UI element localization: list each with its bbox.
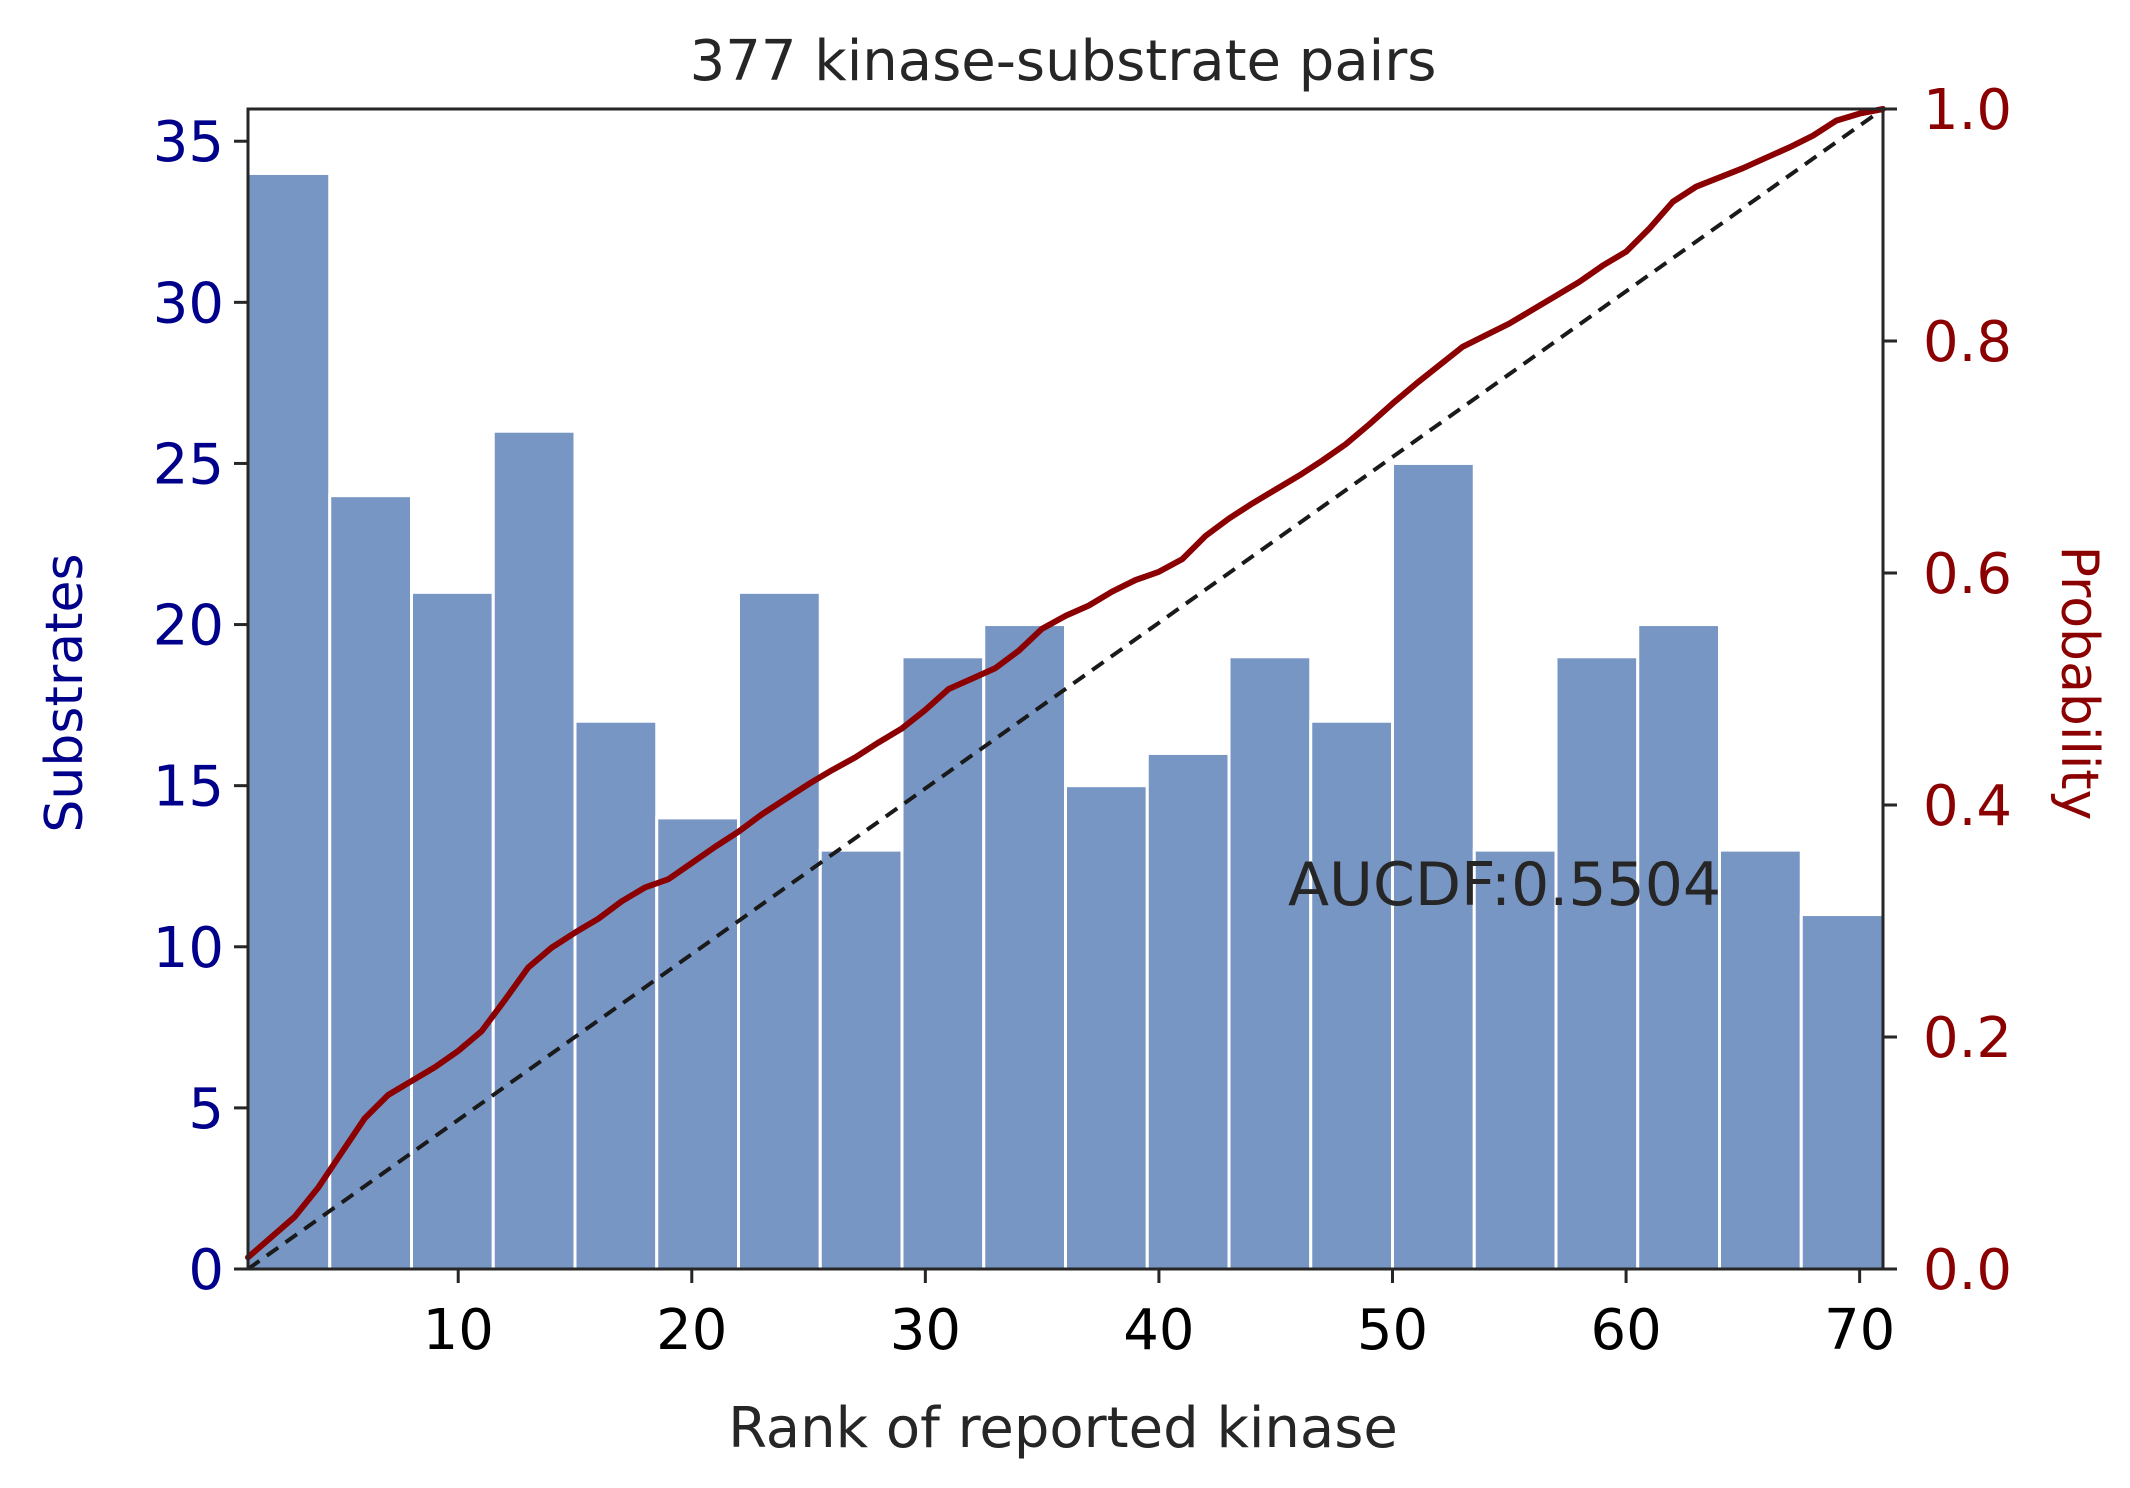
x-axis-label: Rank of reported kinase <box>728 1396 1398 1461</box>
chart-title: 377 kinase-substrate pairs <box>690 29 1437 94</box>
left-tick-label: 25 <box>153 432 224 497</box>
histogram-bar-15 <box>1391 461 1476 1271</box>
cdf-line <box>245 106 1886 1261</box>
histogram-bar-18 <box>1636 623 1721 1271</box>
right-tick-label: 0.2 <box>1923 1006 2012 1071</box>
right-tick-label: 1.0 <box>1923 78 2012 143</box>
left-tick-label: 35 <box>153 110 224 175</box>
left-axis-ticks: 0 5 10 15 20 25 30 35 <box>153 110 248 1303</box>
lines-group <box>245 106 1886 1271</box>
x-tick-label: 20 <box>656 1298 727 1363</box>
histogram-bar-1 <box>246 171 332 1271</box>
histogram-bar-11 <box>1064 784 1149 1271</box>
histogram-bar-16 <box>1472 848 1558 1271</box>
right-tick-label: 0.6 <box>1923 542 2012 607</box>
left-tick-label: 20 <box>153 594 224 659</box>
histogram-bar-19 <box>1718 848 1803 1271</box>
histogram-bar-12 <box>1145 751 1231 1271</box>
left-axis-label: Substrates <box>35 553 95 832</box>
right-axis-label: Probability <box>2049 546 2109 821</box>
histogram-bar-9 <box>900 655 986 1271</box>
histogram-bar-20 <box>1799 913 1885 1271</box>
left-tick-label: 5 <box>188 1077 224 1142</box>
right-axis-ticks: 0.0 0.2 0.4 0.6 0.8 1.0 <box>1883 78 2012 1303</box>
reference-diagonal-line <box>246 107 1885 1271</box>
x-tick-label: 60 <box>1590 1298 1661 1363</box>
histogram-bar-6 <box>655 816 740 1271</box>
histogram-bar-3 <box>410 590 495 1271</box>
left-tick-label: 0 <box>188 1238 224 1303</box>
plot-frame <box>246 107 1885 1271</box>
right-tick-label: 0.0 <box>1923 1238 2012 1303</box>
x-tick-label: 10 <box>423 1298 494 1363</box>
histogram-bar-13 <box>1227 655 1313 1271</box>
histogram-bar-4 <box>491 429 577 1271</box>
histogram-bar-14 <box>1309 719 1394 1271</box>
right-tick-label: 0.8 <box>1923 310 2012 375</box>
histogram-bar-8 <box>818 848 904 1271</box>
left-tick-label: 15 <box>153 755 224 820</box>
left-tick-label: 10 <box>153 916 224 981</box>
histogram-bar-2 <box>328 494 413 1271</box>
x-axis-ticks: 10 20 30 40 50 60 70 <box>423 1269 1895 1363</box>
x-tick-label: 70 <box>1824 1298 1895 1363</box>
bars-group <box>246 171 1885 1271</box>
histogram-bar-10 <box>982 623 1067 1271</box>
histogram-bar-7 <box>737 590 822 1271</box>
histogram-bar-17 <box>1554 655 1640 1271</box>
left-tick-label: 30 <box>153 271 224 336</box>
right-tick-label: 0.4 <box>1923 774 2012 839</box>
aucdf-annotation: AUCDF:0.5504 <box>1288 850 1721 920</box>
x-tick-label: 30 <box>890 1298 961 1363</box>
x-tick-label: 40 <box>1123 1298 1194 1363</box>
histogram-bar-5 <box>573 719 659 1271</box>
x-tick-label: 50 <box>1357 1298 1428 1363</box>
